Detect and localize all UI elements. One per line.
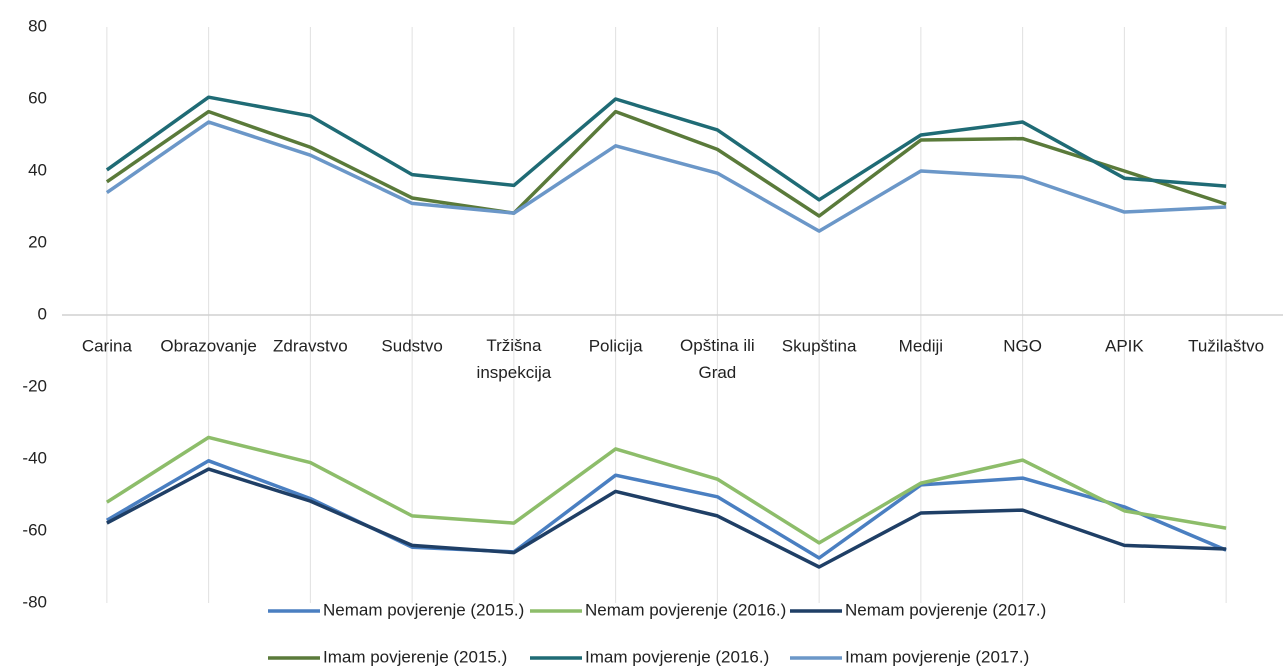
- series-line: [105, 459, 1227, 560]
- x-tick-label: NGO: [1003, 336, 1042, 355]
- y-tick-label: 60: [28, 88, 47, 107]
- x-tick-label: Policija: [589, 336, 643, 355]
- legend-label: Imam povjerenje (2017.): [845, 647, 1029, 666]
- y-tick-label: -20: [22, 376, 47, 395]
- y-tick-label: -60: [22, 520, 47, 539]
- y-tick-label: -40: [22, 448, 47, 467]
- x-tick-label: Tržišna inspekcija: [477, 336, 552, 382]
- y-tick-label: 0: [38, 304, 47, 323]
- series-line: [105, 120, 1227, 233]
- x-tick-label: Tužilaštvo: [1188, 336, 1264, 355]
- x-tick-label-line: Opština ili: [680, 336, 755, 355]
- x-tick-label: Obrazovanje: [160, 336, 256, 355]
- x-tick-label-line: Tržišna: [486, 336, 542, 355]
- x-tick-label-line: inspekcija: [477, 363, 552, 382]
- x-tick-label: Skupština: [782, 336, 857, 355]
- legend-label: Nemam povjerenje (2016.): [585, 600, 786, 619]
- legend-label: Nemam povjerenje (2015.): [323, 600, 524, 619]
- legend-label: Imam povjerenje (2016.): [585, 647, 769, 666]
- x-tick-label: Sudstvo: [381, 336, 442, 355]
- legend-label: Nemam povjerenje (2017.): [845, 600, 1046, 619]
- x-tick-label: Mediji: [899, 336, 943, 355]
- x-tick-label: Zdravstvo: [273, 336, 348, 355]
- series-line: [105, 435, 1227, 545]
- x-tick-label-line: Grad: [698, 363, 736, 382]
- y-tick-label: 80: [28, 16, 47, 35]
- x-tick-label: Opština ili Grad: [680, 336, 755, 382]
- x-tick-label: Carina: [82, 336, 133, 355]
- series-line: [105, 109, 1227, 218]
- y-tick-label: 40: [28, 160, 47, 179]
- y-tick-label: -80: [22, 592, 47, 611]
- x-tick-label: APIK: [1105, 336, 1144, 355]
- y-tick-label: 20: [28, 232, 47, 251]
- series-line: [105, 95, 1227, 202]
- series-line: [106, 467, 1227, 569]
- legend-label: Imam povjerenje (2015.): [323, 647, 507, 666]
